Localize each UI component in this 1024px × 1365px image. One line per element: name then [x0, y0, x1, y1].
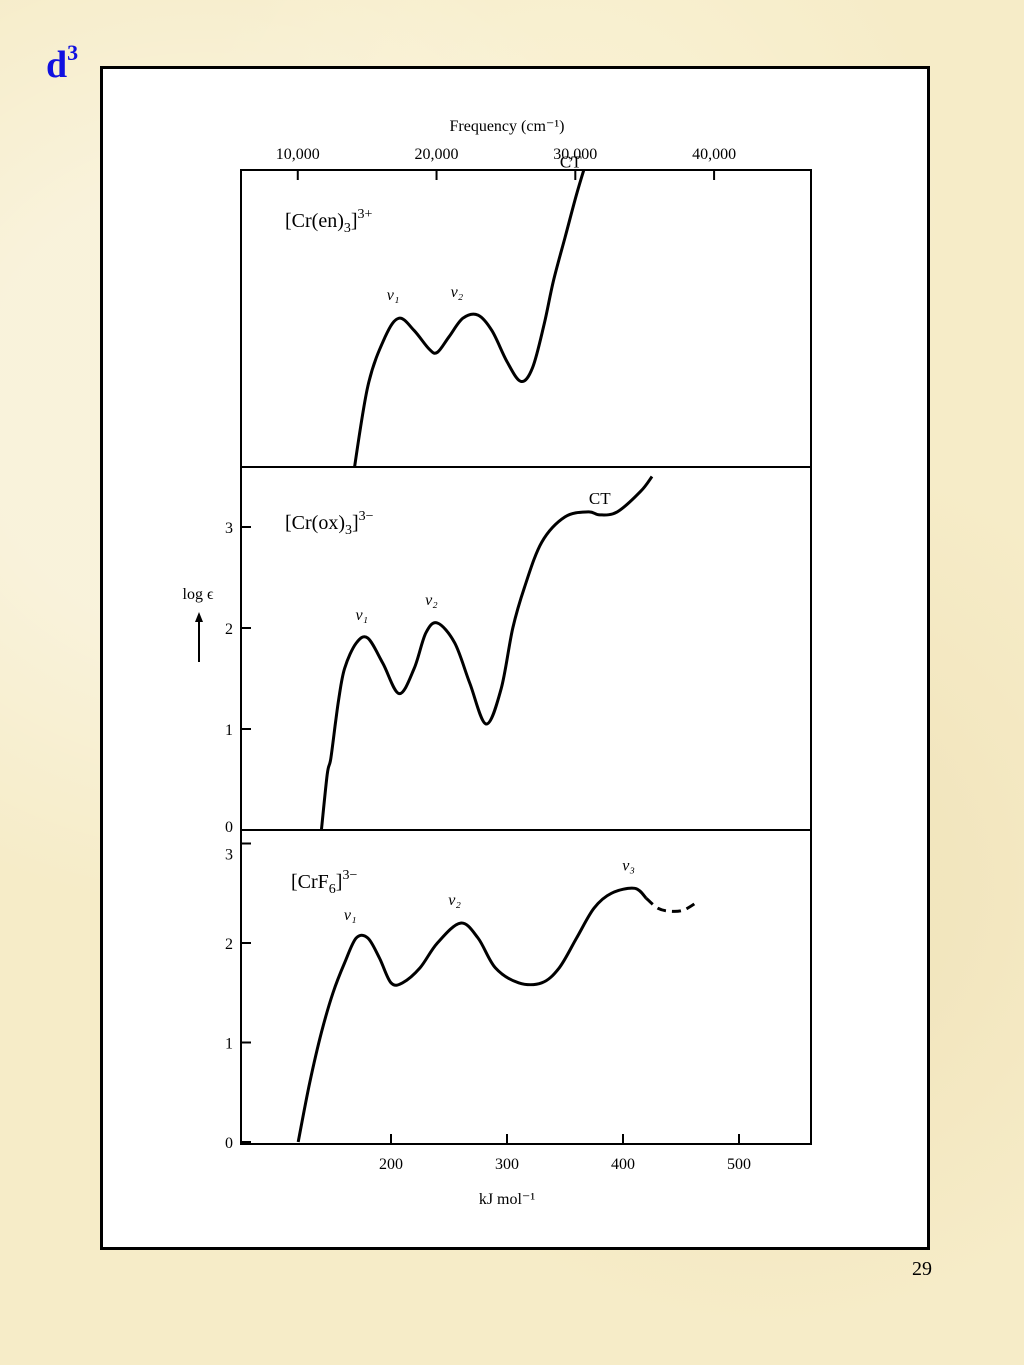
- y-axis-label: log ϵ: [183, 586, 214, 603]
- peak-label-middle-0: ν₁: [355, 607, 368, 624]
- peak-label-bottom-0: ν₁: [344, 907, 357, 924]
- y-axis-arrow-head: [195, 612, 203, 622]
- top-axis-label: Frequency (cm⁻¹): [450, 118, 565, 135]
- peak-label-middle-1: ν₂: [425, 592, 438, 609]
- top-tick-label-1: 20,000: [415, 146, 459, 163]
- left-axis-middle: 0 1 2 3: [225, 520, 251, 836]
- figure-frame: 10,000 20,000 30,000 40,000 200 300 400 500 0 1…: [100, 66, 930, 1250]
- bottom-tick-label-0: 200: [379, 1156, 403, 1173]
- panel-bottom-title: [CrF6]3−: [291, 868, 357, 897]
- mid-ytick-label-2: 2: [225, 621, 233, 638]
- spectra-curves: [296, 170, 700, 1143]
- top-frequency-axis: 10,000 20,000 30,000 40,000: [276, 146, 736, 180]
- curve-middle: [319, 475, 654, 830]
- page-number: 29: [912, 1258, 932, 1280]
- mid-ytick-label-1: 1: [225, 722, 233, 739]
- peak-label-middle-2: CT: [589, 489, 611, 508]
- bottom-tick-label-1: 300: [495, 1156, 519, 1173]
- bot-ytick-label-0: 0: [225, 1135, 233, 1152]
- bottom-axis-label: kJ mol⁻¹: [479, 1191, 536, 1208]
- panel-top-title: [Cr(en)3]3+: [285, 207, 373, 236]
- top-tick-label-2: 30,000: [553, 146, 597, 163]
- peak-labels: ν₁ ν₂ CT ν₁ ν₂ CT ν₁ ν₂ ν₃: [344, 153, 635, 924]
- slide-title: d3: [46, 40, 79, 86]
- ylabel-group: log ϵ: [183, 586, 214, 662]
- peak-label-bottom-2: ν₃: [622, 857, 635, 874]
- spectra-figure: 10,000 20,000 30,000 40,000 200 300 400 500 0 1…: [183, 118, 812, 1208]
- panel-middle-title: [Cr(ox)3]3−: [285, 509, 374, 538]
- bot-ytick-label-2: 2: [225, 936, 233, 953]
- curve-bottom-dashed: [645, 897, 700, 913]
- peak-label-top-2: CT: [560, 153, 582, 172]
- left-axis-bottom: 0 1 2 3: [225, 842, 251, 1152]
- peak-label-top-0: ν₁: [387, 287, 400, 304]
- bot-ytick-label-1: 1: [225, 1036, 233, 1053]
- panel-bottom-box: [240, 829, 812, 1145]
- curve-bottom: [296, 886, 648, 1143]
- top-tick-label-0: 10,000: [276, 146, 320, 163]
- bottom-energy-axis: 200 300 400 500: [379, 1134, 751, 1173]
- bottom-tick-label-3: 500: [727, 1156, 751, 1173]
- top-tick-label-3: 40,000: [692, 146, 736, 163]
- bottom-tick-label-2: 400: [611, 1156, 635, 1173]
- mid-ytick-label-0: 0: [225, 819, 233, 836]
- mid-ytick-label-3: 3: [225, 520, 233, 537]
- bot-ytick-label-3: 3: [225, 847, 233, 864]
- peak-label-top-1: ν₂: [451, 284, 464, 301]
- peak-label-bottom-1: ν₂: [448, 892, 461, 909]
- curve-top: [353, 170, 586, 467]
